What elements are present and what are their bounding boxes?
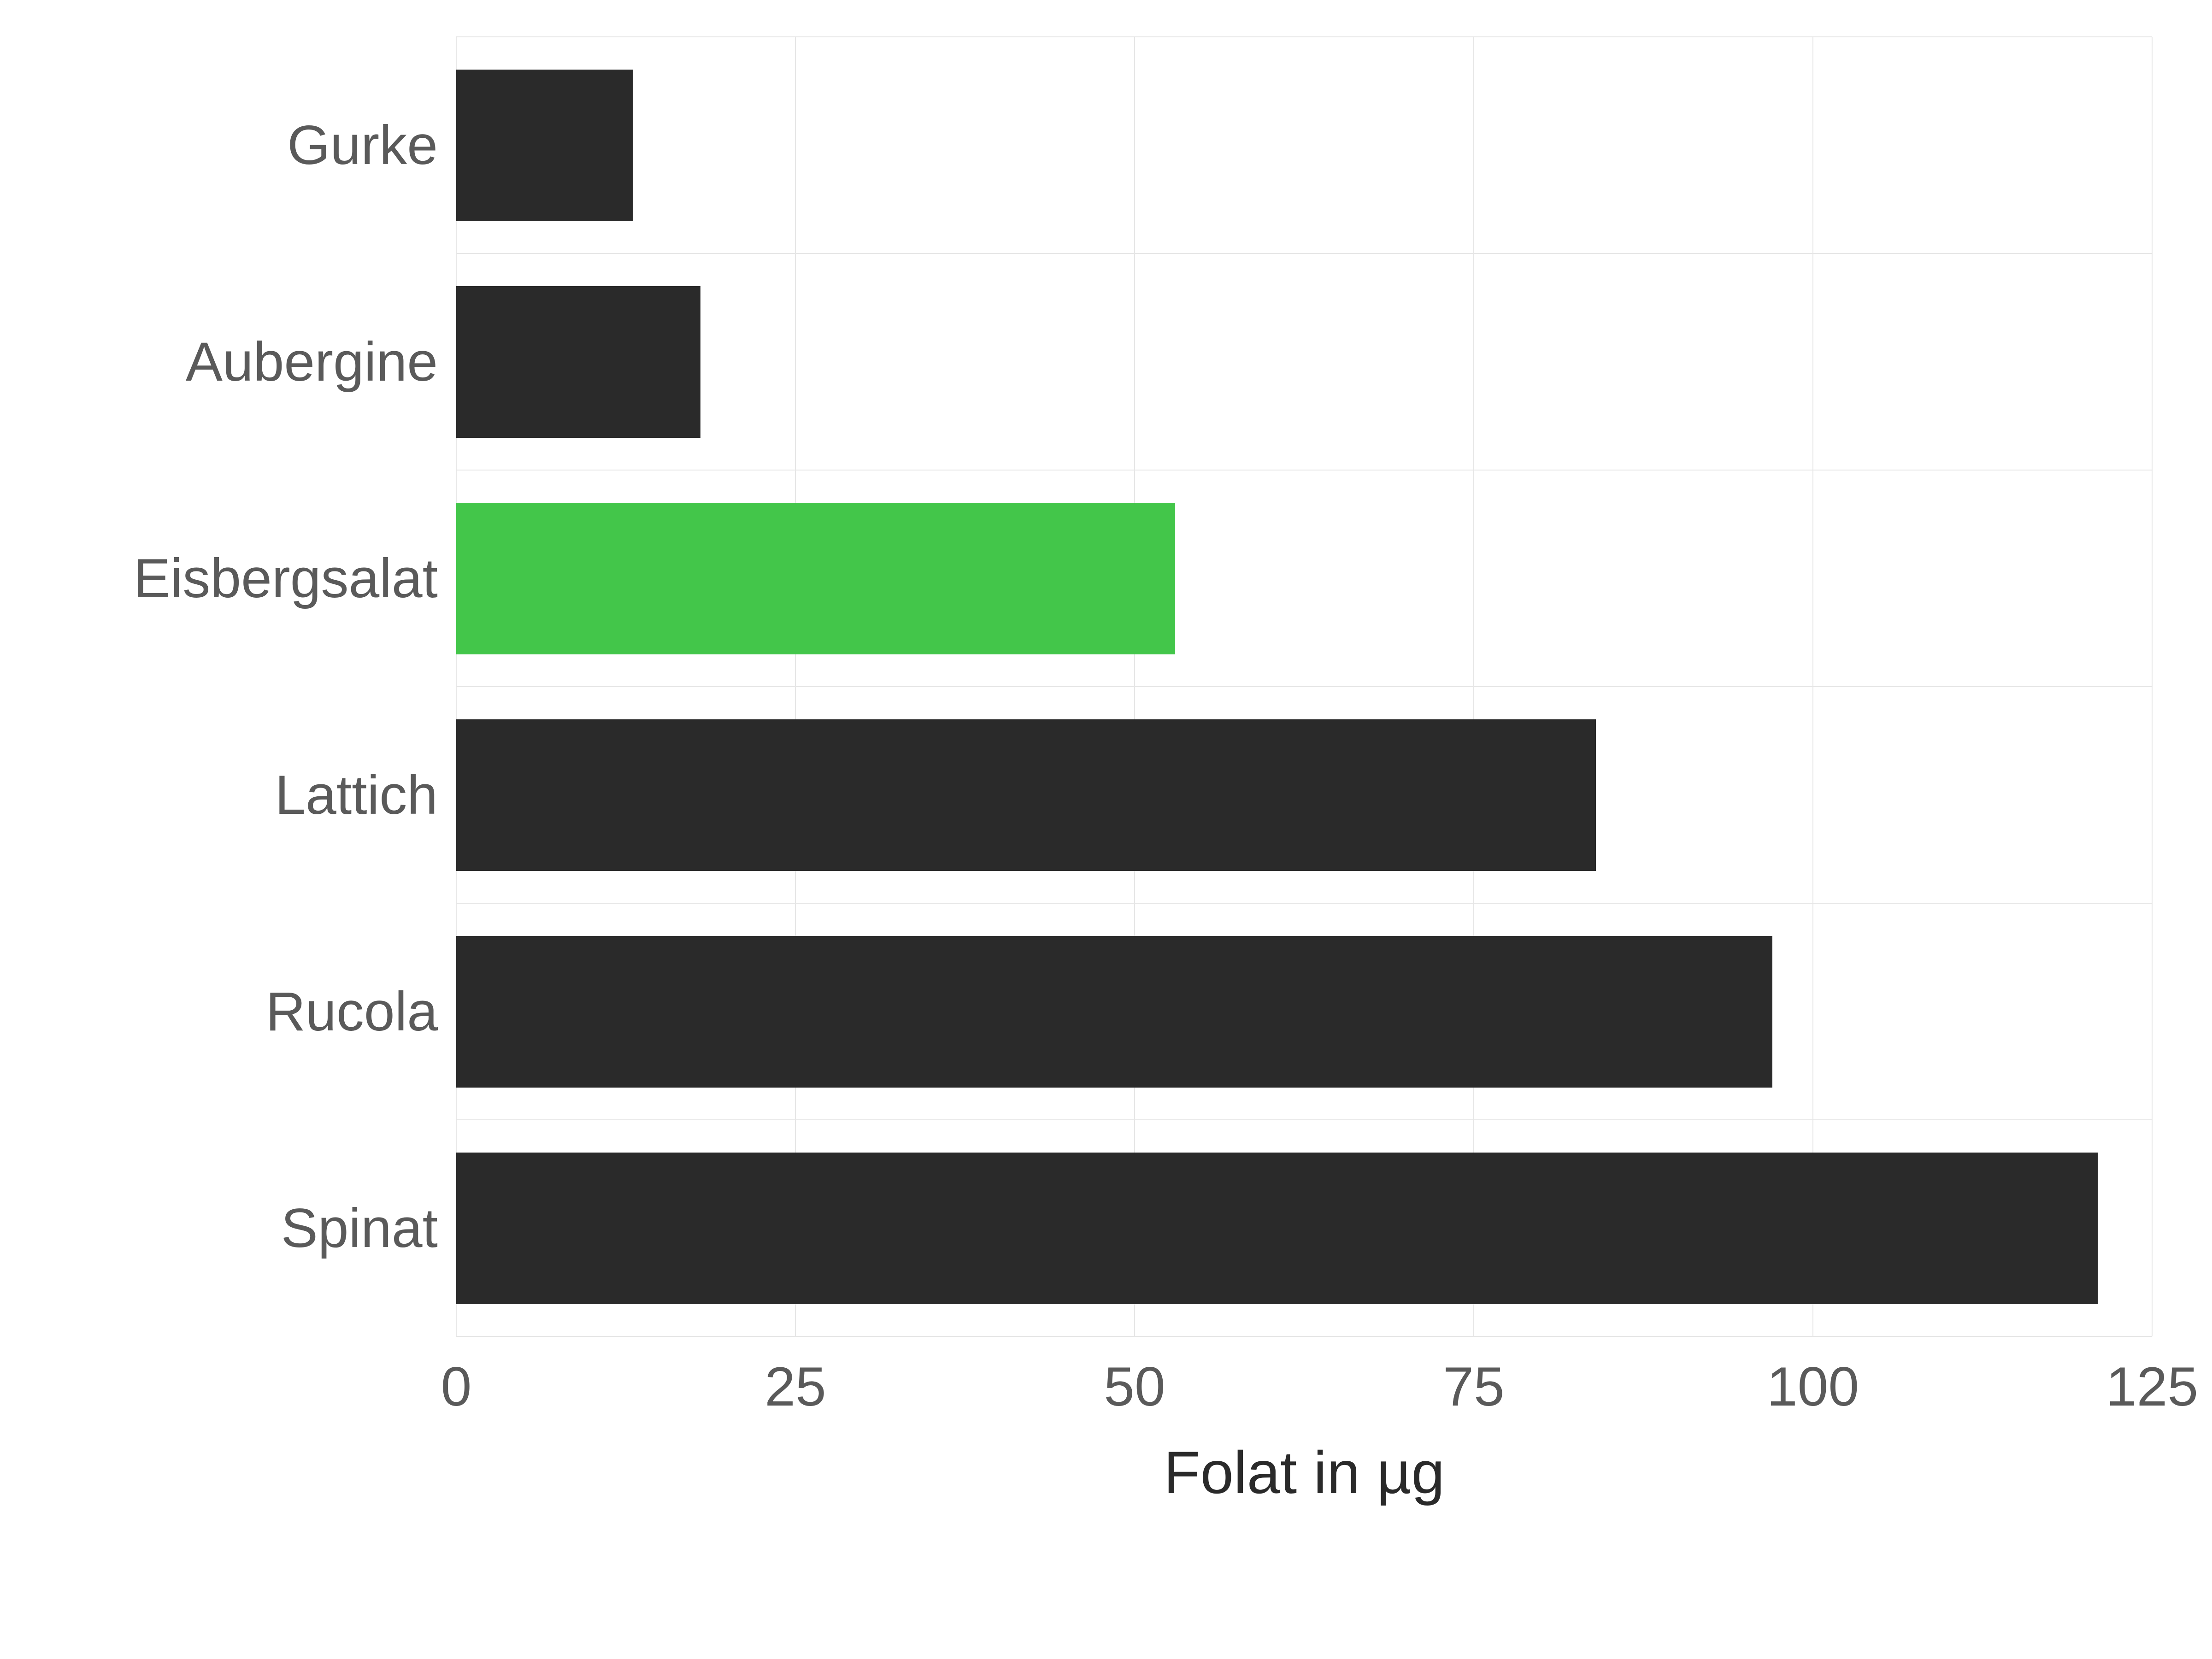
x-tick-label: 125 <box>2106 1355 2198 1418</box>
gridline-horizontal <box>456 36 2152 37</box>
gridline-horizontal <box>456 686 2152 687</box>
gridline-horizontal <box>456 470 2152 471</box>
y-tick-label: Aubergine <box>186 330 438 394</box>
plot-area <box>456 37 2152 1336</box>
y-tick-label: Spinat <box>281 1196 438 1260</box>
x-tick-label: 0 <box>441 1355 472 1418</box>
x-tick-label: 50 <box>1104 1355 1165 1418</box>
bar <box>456 1153 2098 1304</box>
x-axis-title: Folat in µg <box>1164 1438 1445 1507</box>
bar <box>456 503 1175 654</box>
bar <box>456 286 700 438</box>
gridline-horizontal <box>456 253 2152 254</box>
gridline-horizontal <box>456 1119 2152 1120</box>
bar <box>456 70 633 221</box>
x-tick-label: 100 <box>1767 1355 1859 1418</box>
x-tick-label: 25 <box>765 1355 826 1418</box>
x-tick-label: 75 <box>1443 1355 1504 1418</box>
gridline-horizontal <box>456 1336 2152 1337</box>
y-tick-label: Lattich <box>275 763 438 827</box>
bar <box>456 719 1596 871</box>
gridline-horizontal <box>456 903 2152 904</box>
bar <box>456 936 1772 1088</box>
y-tick-label: Gurke <box>287 113 438 177</box>
y-tick-label: Eisbergsalat <box>134 547 438 610</box>
y-tick-label: Rucola <box>265 980 438 1043</box>
folat-bar-chart: Folat in µg 0 25 50 75 100 125 Gurke Aubergine E… <box>0 0 2212 1659</box>
